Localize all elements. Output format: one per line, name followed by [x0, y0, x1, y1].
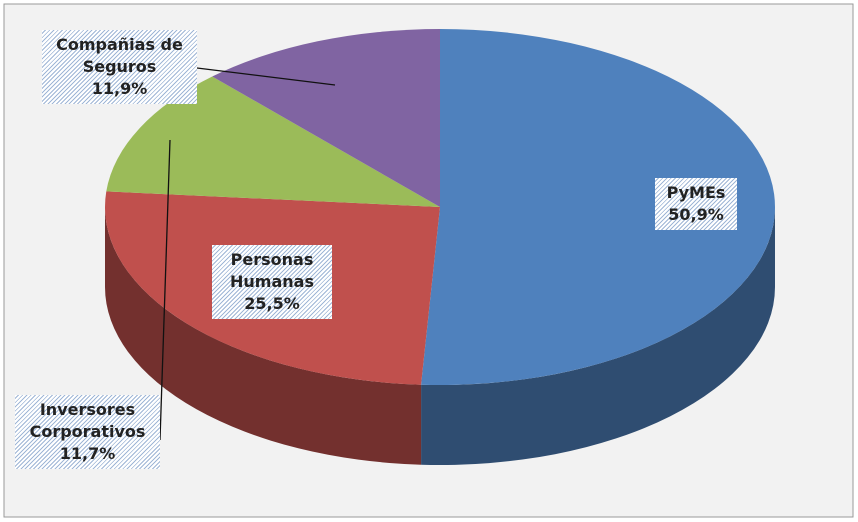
label-value: 11,9% [91, 79, 148, 98]
label-value: 25,5% [244, 294, 300, 313]
slice-side [421, 207, 776, 465]
data-label: Inversores Corporativos 11,7% [15, 395, 160, 469]
data-label: PyMEs 50,9% [655, 178, 737, 230]
data-label: Personas Humanas 25,5% [212, 245, 332, 319]
label-value: 50,9% [668, 205, 724, 224]
leader-line [159, 139, 171, 441]
label-name: PyMEs [666, 183, 726, 202]
label-value: 11,7% [59, 444, 116, 463]
label-name: Inversores Corporativos [29, 400, 146, 441]
leader-line [196, 67, 336, 86]
data-label: Compañias de Seguros 11,9% [42, 30, 197, 104]
slice [212, 29, 440, 207]
slice [106, 76, 441, 207]
label-name: Compañias de Seguros [56, 35, 183, 76]
label-name: Personas Humanas [230, 250, 314, 291]
slice [421, 29, 775, 385]
pie [104, 29, 776, 465]
slice-side [105, 207, 422, 465]
